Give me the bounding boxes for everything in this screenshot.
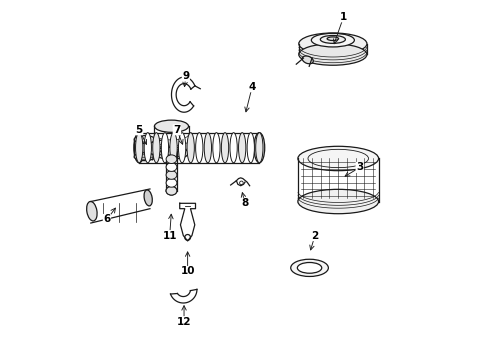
Ellipse shape (178, 133, 186, 163)
Text: 12: 12 (177, 317, 191, 327)
Ellipse shape (327, 37, 339, 41)
Text: 6: 6 (103, 215, 111, 224)
Ellipse shape (256, 133, 263, 163)
Ellipse shape (134, 133, 145, 163)
Ellipse shape (299, 33, 367, 54)
Ellipse shape (187, 133, 195, 163)
Ellipse shape (302, 56, 313, 64)
Ellipse shape (298, 189, 379, 214)
Ellipse shape (311, 33, 354, 47)
Ellipse shape (134, 153, 155, 161)
Ellipse shape (166, 179, 177, 187)
Text: 10: 10 (180, 266, 195, 276)
Ellipse shape (166, 163, 177, 171)
Text: 5: 5 (136, 125, 143, 135)
Ellipse shape (161, 133, 169, 163)
Ellipse shape (154, 120, 189, 132)
Ellipse shape (166, 147, 177, 156)
Ellipse shape (291, 259, 328, 276)
Ellipse shape (298, 146, 379, 171)
Ellipse shape (144, 133, 151, 163)
Text: 2: 2 (311, 231, 318, 240)
Text: 8: 8 (242, 198, 248, 208)
Ellipse shape (134, 135, 155, 143)
Ellipse shape (239, 133, 246, 163)
Ellipse shape (213, 133, 220, 163)
Ellipse shape (154, 147, 189, 159)
Ellipse shape (299, 44, 367, 65)
Ellipse shape (166, 186, 177, 195)
Text: 4: 4 (248, 82, 256, 92)
Ellipse shape (204, 133, 212, 163)
Ellipse shape (153, 133, 160, 163)
Ellipse shape (136, 133, 143, 163)
Ellipse shape (144, 190, 152, 206)
Text: 7: 7 (173, 125, 180, 135)
Ellipse shape (196, 133, 203, 163)
Ellipse shape (166, 171, 177, 179)
Text: 3: 3 (356, 162, 364, 172)
Ellipse shape (297, 262, 322, 273)
Text: 9: 9 (182, 71, 190, 81)
Ellipse shape (320, 36, 345, 43)
Ellipse shape (166, 155, 177, 163)
Ellipse shape (254, 133, 265, 163)
Ellipse shape (170, 133, 177, 163)
Ellipse shape (221, 133, 229, 163)
Text: 11: 11 (163, 231, 177, 240)
Ellipse shape (230, 133, 237, 163)
Ellipse shape (87, 202, 97, 221)
Text: 1: 1 (340, 12, 347, 22)
Ellipse shape (247, 133, 254, 163)
Ellipse shape (166, 186, 177, 195)
